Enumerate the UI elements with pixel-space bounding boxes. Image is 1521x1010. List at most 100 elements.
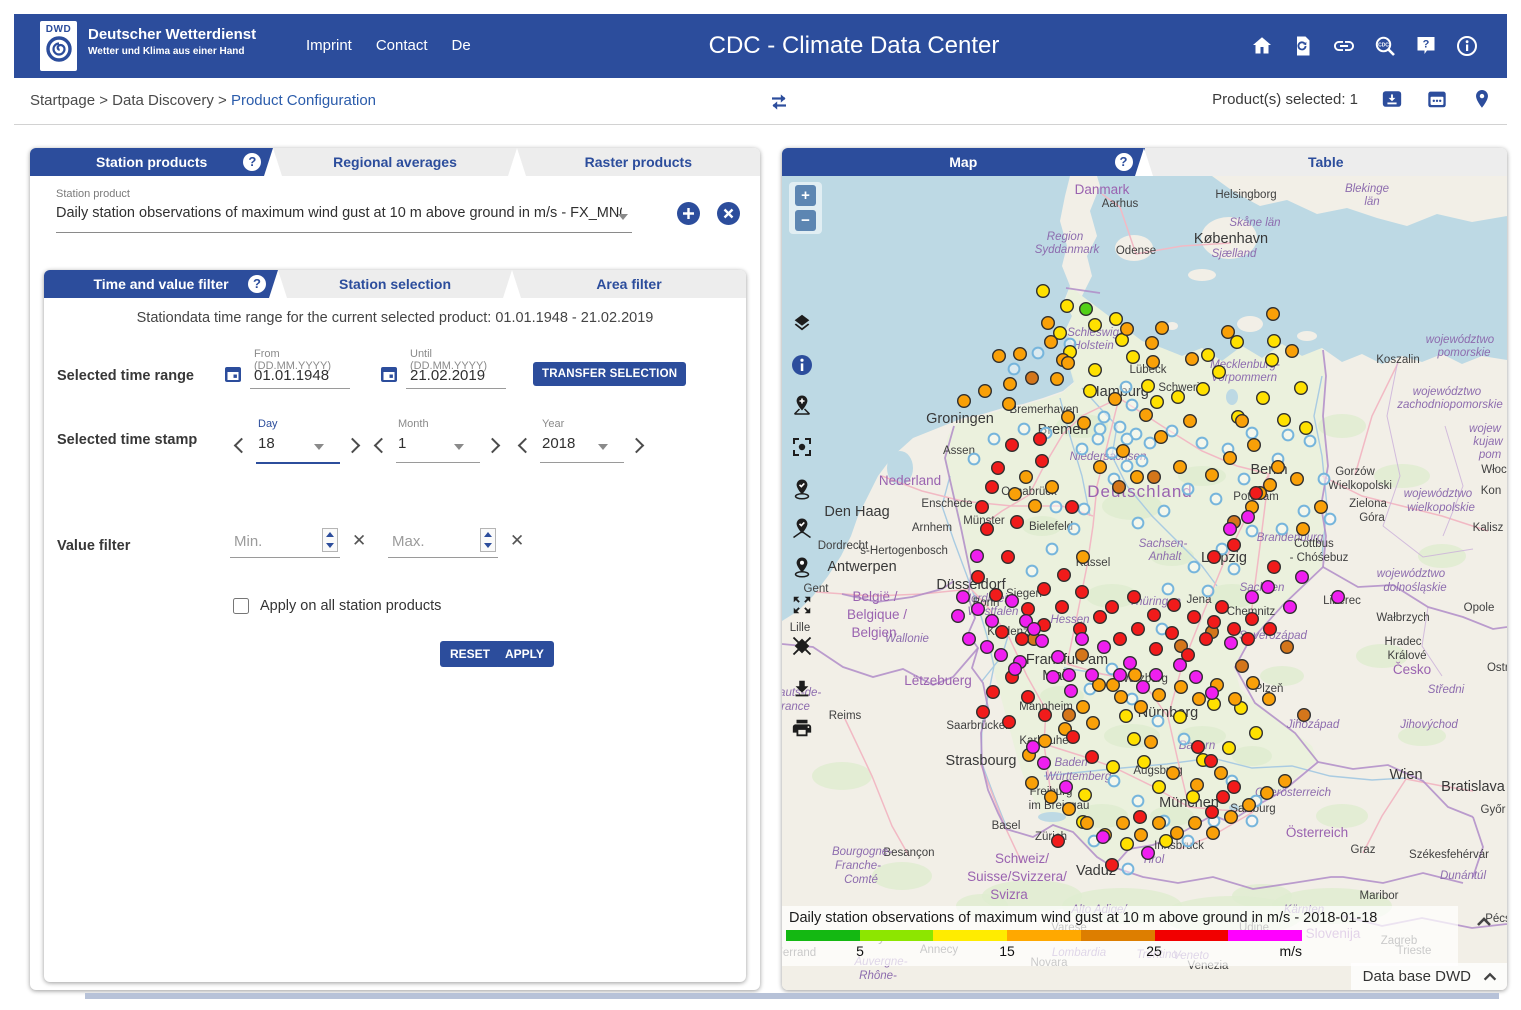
apply-button[interactable]: APPLY xyxy=(495,641,554,667)
station-dot[interactable] xyxy=(1012,346,1027,361)
station-dot[interactable] xyxy=(1113,668,1128,683)
station-dot[interactable] xyxy=(1062,708,1077,723)
menu-imprint[interactable]: Imprint xyxy=(306,37,352,54)
station-dot[interactable] xyxy=(1152,780,1167,795)
station-dot-empty[interactable] xyxy=(1181,482,1195,496)
map-canvas[interactable]: Danmark Aarhus Helsingborg København Odense S… xyxy=(782,176,1507,990)
station-dot-empty[interactable] xyxy=(1245,524,1259,538)
station-dot[interactable] xyxy=(1106,760,1121,775)
station-dot[interactable] xyxy=(974,500,989,515)
station-dot[interactable] xyxy=(1064,684,1079,699)
station-dot[interactable] xyxy=(1134,700,1149,715)
station-dot[interactable] xyxy=(1126,349,1141,364)
station-dot[interactable] xyxy=(1196,381,1211,396)
calendar-icon[interactable] xyxy=(1426,88,1448,110)
station-dot[interactable] xyxy=(1139,407,1154,422)
station-dot[interactable] xyxy=(984,614,999,629)
station-dot[interactable] xyxy=(1075,632,1090,647)
station-dot[interactable] xyxy=(1141,378,1156,393)
menu-language[interactable]: De xyxy=(451,37,471,54)
station-dot-empty[interactable] xyxy=(1135,454,1149,468)
until-calendar-icon[interactable] xyxy=(380,365,398,384)
station-dot[interactable] xyxy=(1038,734,1053,749)
station-dot[interactable] xyxy=(1314,500,1329,515)
station-dot[interactable] xyxy=(988,588,1003,603)
station-dot-empty[interactable] xyxy=(1093,422,1107,436)
zoom-out-button[interactable]: − xyxy=(795,210,816,231)
station-dot[interactable] xyxy=(1280,640,1295,655)
month-caret-icon[interactable] xyxy=(454,444,464,450)
station-dot[interactable] xyxy=(1007,487,1022,502)
station-dot[interactable] xyxy=(1032,432,1047,447)
station-dot[interactable] xyxy=(1041,315,1056,330)
station-dot[interactable] xyxy=(1166,766,1181,781)
min-clear-icon[interactable]: ✕ xyxy=(352,531,367,550)
station-dot[interactable] xyxy=(955,590,970,605)
station-dot[interactable] xyxy=(1092,678,1107,693)
restore-session-icon[interactable] xyxy=(1291,34,1315,58)
station-dot[interactable] xyxy=(1014,632,1029,647)
station-dot[interactable] xyxy=(1167,598,1182,613)
station-dot[interactable] xyxy=(1154,429,1169,444)
max-value-input[interactable] xyxy=(390,532,480,551)
station-dot[interactable] xyxy=(1004,594,1019,609)
year-caret-icon[interactable] xyxy=(598,444,608,450)
station-dot[interactable] xyxy=(1192,692,1207,707)
station-dot[interactable] xyxy=(1199,632,1214,647)
station-dot[interactable] xyxy=(1174,680,1189,695)
station-dot[interactable] xyxy=(950,609,965,624)
station-dot[interactable] xyxy=(1216,790,1231,805)
tab-area-filter[interactable]: Area filter xyxy=(512,270,746,298)
station-dot[interactable] xyxy=(1150,394,1165,409)
station-dot[interactable] xyxy=(975,705,990,720)
min-spinner[interactable] xyxy=(322,528,338,552)
station-dot[interactable] xyxy=(1034,634,1049,649)
station-dot-empty[interactable] xyxy=(1105,446,1119,460)
station-dot[interactable] xyxy=(1134,828,1149,843)
from-date-value[interactable]: 01.01.1948 xyxy=(254,367,330,384)
station-dot[interactable] xyxy=(993,648,1008,663)
station-dot[interactable] xyxy=(1185,351,1200,366)
station-dot-empty[interactable] xyxy=(1125,398,1139,412)
station-dot[interactable] xyxy=(1059,780,1074,795)
station-dot[interactable] xyxy=(985,685,1000,700)
info-icon[interactable] xyxy=(791,354,813,376)
station-dot[interactable] xyxy=(979,522,994,537)
station-dot[interactable] xyxy=(1278,774,1293,789)
station-dot[interactable] xyxy=(1116,816,1131,831)
tab-map[interactable]: Map ? xyxy=(782,148,1145,176)
station-dot-empty[interactable] xyxy=(1131,516,1145,530)
station-dot[interactable] xyxy=(1173,460,1188,475)
station-dot[interactable] xyxy=(1065,500,1080,515)
max-spinner[interactable] xyxy=(480,528,496,552)
station-dot[interactable] xyxy=(1024,370,1039,385)
station-dot[interactable] xyxy=(970,570,985,585)
station-dot[interactable] xyxy=(1222,741,1237,756)
tab-station-selection[interactable]: Station selection xyxy=(278,270,512,298)
station-dot[interactable] xyxy=(1113,632,1128,647)
day-value[interactable]: 18 xyxy=(258,435,275,452)
station-dot[interactable] xyxy=(1004,438,1019,453)
time-value-filter-help-icon[interactable]: ? xyxy=(248,275,266,293)
station-dot-empty[interactable] xyxy=(1297,504,1311,518)
tab-raster-products[interactable]: Raster products xyxy=(517,148,760,176)
transfer-selection-button[interactable]: TRANSFER SELECTION xyxy=(533,362,687,386)
station-dot[interactable] xyxy=(1207,615,1222,630)
station-dot[interactable] xyxy=(1018,470,1033,485)
station-dot-empty[interactable] xyxy=(1113,420,1127,434)
station-dot-empty[interactable] xyxy=(1025,564,1039,578)
station-dot[interactable] xyxy=(1271,460,1286,475)
station-dot[interactable] xyxy=(1267,560,1282,575)
station-dot[interactable] xyxy=(977,383,992,398)
station-dot-empty[interactable] xyxy=(1120,432,1134,446)
station-dot[interactable] xyxy=(984,480,999,495)
station-dot[interactable] xyxy=(1061,355,1076,370)
station-dot[interactable] xyxy=(1136,680,1151,695)
station-dot[interactable] xyxy=(1173,658,1188,673)
station-dot[interactable] xyxy=(1214,766,1229,781)
station-dot[interactable] xyxy=(1245,612,1260,627)
station-dot[interactable] xyxy=(1245,590,1260,605)
station-dot[interactable] xyxy=(1036,756,1051,771)
station-dot-empty[interactable] xyxy=(1077,502,1091,516)
station-dot[interactable] xyxy=(1080,816,1095,831)
